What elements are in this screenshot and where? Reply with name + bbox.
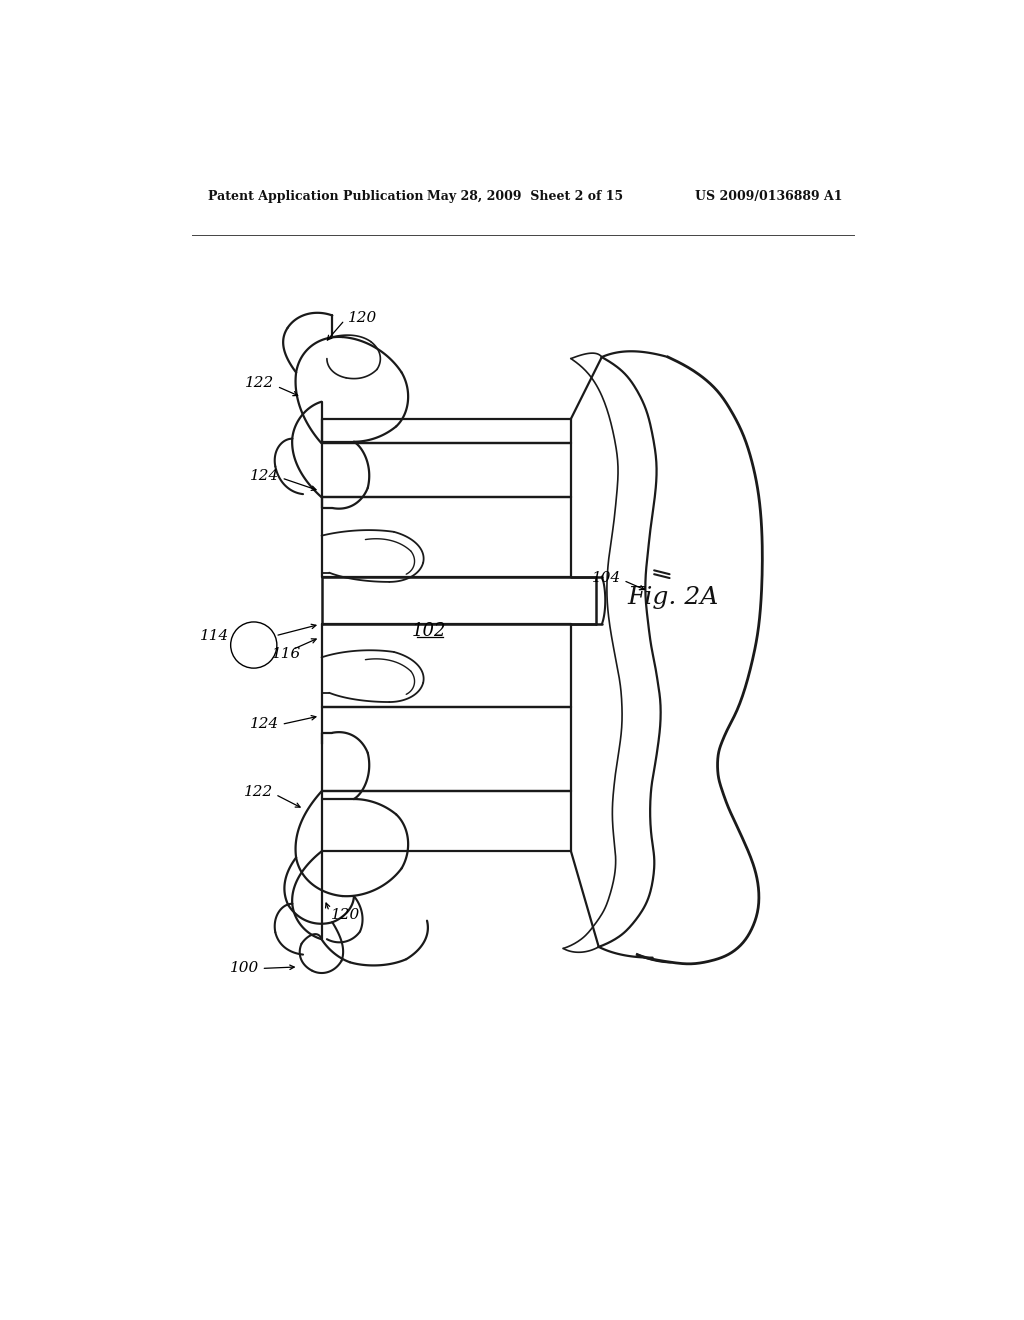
Text: 116: 116 <box>271 647 301 660</box>
Text: 100: 100 <box>230 961 259 975</box>
Text: 122: 122 <box>246 376 274 391</box>
Text: 102: 102 <box>412 622 446 640</box>
Text: 122: 122 <box>244 785 273 799</box>
Text: Patent Application Publication: Patent Application Publication <box>208 190 423 203</box>
Text: 120: 120 <box>331 908 360 921</box>
Text: 124: 124 <box>250 717 280 730</box>
Text: 120: 120 <box>348 310 377 325</box>
Text: 124: 124 <box>250 469 280 483</box>
Text: US 2009/0136889 A1: US 2009/0136889 A1 <box>694 190 842 203</box>
Text: Fig. 2A: Fig. 2A <box>628 586 719 609</box>
Text: 114: 114 <box>200 628 229 643</box>
Text: 104: 104 <box>592 572 621 585</box>
Text: May 28, 2009  Sheet 2 of 15: May 28, 2009 Sheet 2 of 15 <box>427 190 623 203</box>
